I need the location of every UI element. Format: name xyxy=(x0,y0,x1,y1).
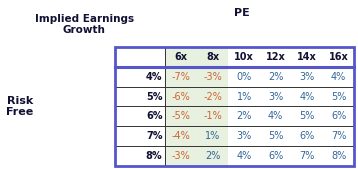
Text: 2%: 2% xyxy=(268,72,283,82)
Text: 6x: 6x xyxy=(175,52,188,62)
Text: 16x: 16x xyxy=(329,52,349,62)
Text: PE: PE xyxy=(234,8,250,18)
Text: 2%: 2% xyxy=(205,151,220,161)
Text: 6%: 6% xyxy=(331,111,346,121)
Text: -3%: -3% xyxy=(203,72,222,82)
Text: 3%: 3% xyxy=(300,72,315,82)
Text: 1%: 1% xyxy=(205,131,220,141)
Text: -7%: -7% xyxy=(171,72,190,82)
Text: 6%: 6% xyxy=(268,151,283,161)
Text: -3%: -3% xyxy=(171,151,190,161)
Text: 6%: 6% xyxy=(146,111,163,121)
Text: Implied Earnings
Growth: Implied Earnings Growth xyxy=(35,14,134,35)
Text: 2%: 2% xyxy=(236,111,252,121)
Text: 10x: 10x xyxy=(234,52,254,62)
Text: 0%: 0% xyxy=(237,72,252,82)
Text: 7%: 7% xyxy=(146,131,163,141)
Text: 1%: 1% xyxy=(237,92,252,102)
Text: 5%: 5% xyxy=(299,111,315,121)
Bar xyxy=(165,47,197,166)
Text: 3%: 3% xyxy=(237,131,252,141)
Text: 5%: 5% xyxy=(268,131,283,141)
Text: 3%: 3% xyxy=(268,92,283,102)
Text: 8%: 8% xyxy=(146,151,163,161)
Text: 7%: 7% xyxy=(331,131,346,141)
Text: 4%: 4% xyxy=(146,72,163,82)
Text: -5%: -5% xyxy=(171,111,190,121)
Text: -1%: -1% xyxy=(203,111,222,121)
Text: 7%: 7% xyxy=(299,151,315,161)
Text: 8%: 8% xyxy=(331,151,346,161)
Text: 4%: 4% xyxy=(300,92,315,102)
Text: 5%: 5% xyxy=(331,92,346,102)
Text: -6%: -6% xyxy=(171,92,190,102)
Text: 14x: 14x xyxy=(297,52,317,62)
Text: 4%: 4% xyxy=(237,151,252,161)
Text: Risk
Free: Risk Free xyxy=(6,96,33,117)
Text: 4%: 4% xyxy=(331,72,346,82)
Text: -2%: -2% xyxy=(203,92,222,102)
Text: 8x: 8x xyxy=(206,52,219,62)
Text: 6%: 6% xyxy=(300,131,315,141)
Text: 4%: 4% xyxy=(268,111,283,121)
Text: -4%: -4% xyxy=(171,131,190,141)
Text: 5%: 5% xyxy=(146,92,163,102)
Text: 12x: 12x xyxy=(266,52,285,62)
Bar xyxy=(197,47,228,166)
